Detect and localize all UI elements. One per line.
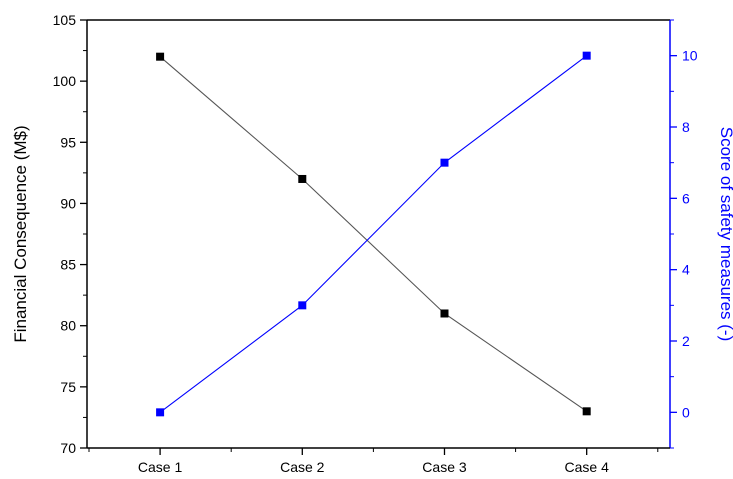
series-1-point-2	[298, 174, 307, 183]
right-axis-title: Score of safety measures (-)	[717, 127, 733, 341]
left-tick-label: 95	[60, 134, 76, 150]
left-tick-label: 70	[60, 440, 76, 456]
left-y-axis: 70 75 80 85 90 95 100 105	[53, 12, 88, 456]
left-axis-title: Financial Consequence (M$)	[11, 125, 30, 342]
right-tick-label: 6	[682, 190, 690, 206]
series-1-line	[159, 56, 587, 412]
left-tick-label: 100	[53, 73, 77, 89]
right-tick-label: 2	[682, 333, 690, 349]
x-axis: Case 1 Case 2 Case 3 Case 4	[87, 447, 670, 475]
series-2-point-1	[156, 408, 165, 417]
series-layer	[156, 51, 591, 417]
right-y-axis: 0 2 4 6 8 10	[669, 19, 698, 449]
right-tick-label: 0	[682, 404, 690, 420]
series-1-point-4	[582, 407, 591, 416]
left-tick-label: 105	[53, 12, 77, 28]
x-tick-label: Case 3	[422, 459, 467, 475]
right-tick-label: 4	[682, 262, 690, 278]
x-tick-label: Case 4	[565, 459, 610, 475]
series-2-point-4	[582, 51, 591, 60]
series-2-line	[159, 55, 588, 413]
series-2-point-3	[440, 158, 449, 167]
x-tick-label: Case 1	[138, 459, 183, 475]
left-tick-label: 80	[60, 318, 76, 334]
x-tick-label: Case 2	[280, 459, 325, 475]
right-tick-label: 8	[682, 119, 690, 135]
left-tick-label: 75	[60, 379, 76, 395]
series-1-point-1	[156, 52, 165, 61]
right-tick-label: 10	[682, 48, 698, 64]
left-tick-label: 85	[60, 257, 76, 273]
series-2-point-2	[298, 301, 307, 310]
left-tick-label: 90	[60, 195, 76, 211]
series-1-point-3	[440, 309, 449, 318]
